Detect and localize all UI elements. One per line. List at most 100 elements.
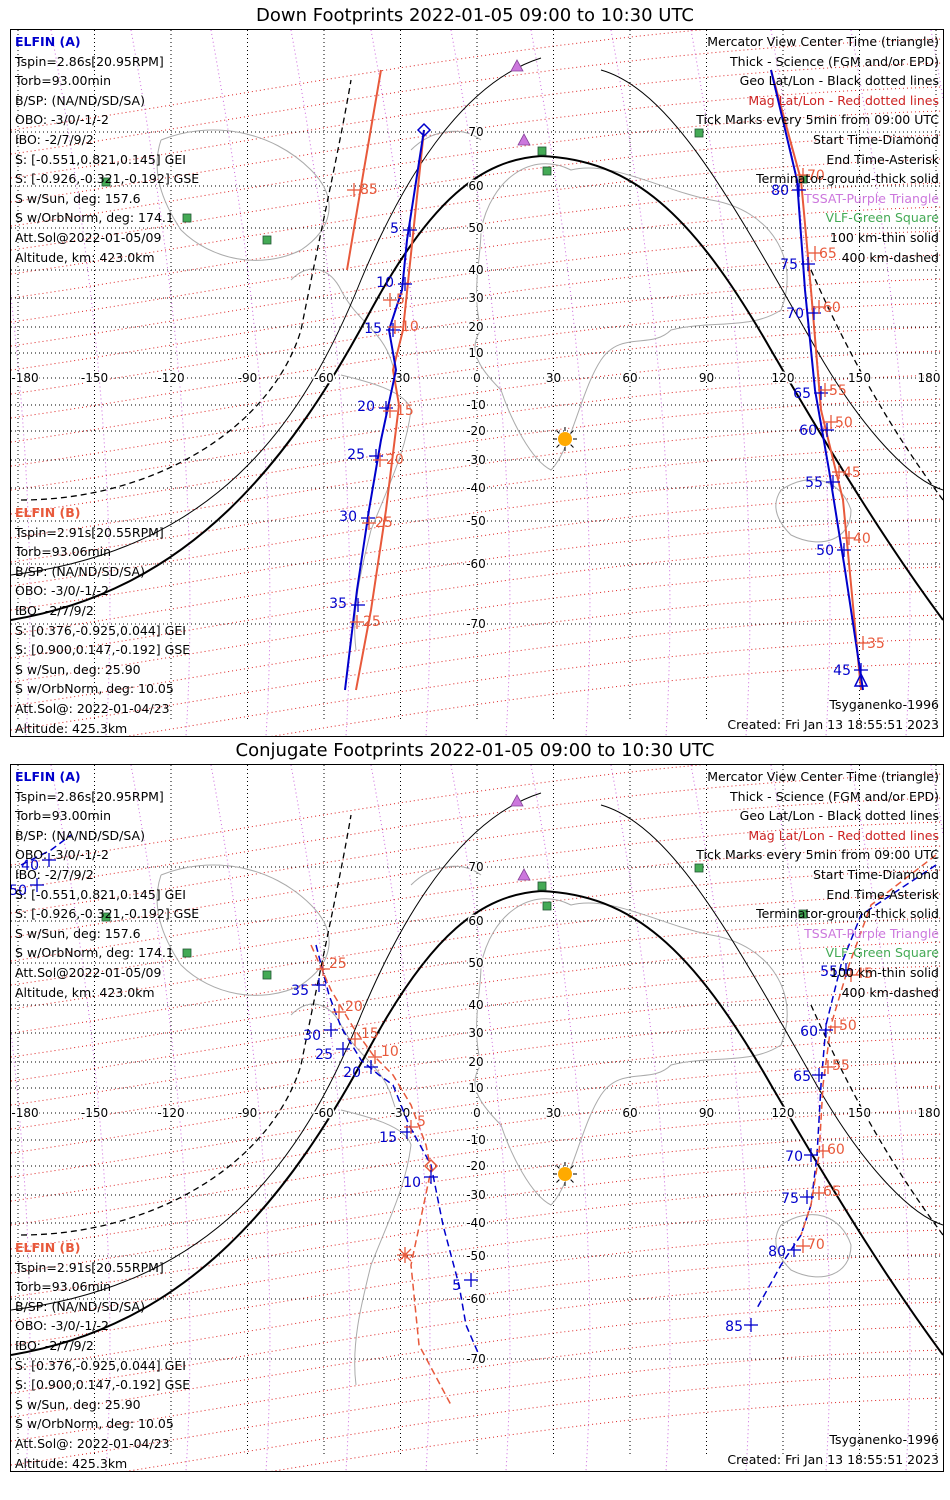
mag-meridian-line xyxy=(11,1027,31,1471)
elfin-b-tick-label: 85 xyxy=(360,182,378,198)
legend-entry: Mercator View Center Time (triangle) xyxy=(707,769,939,784)
coastline xyxy=(156,129,330,261)
legend-entry: Thick - Science (FGM and/or EPD) xyxy=(730,788,939,804)
lon-label: -120 xyxy=(157,371,184,385)
elfin-b-tick-label: 20 xyxy=(386,452,404,468)
vlf-station-square xyxy=(542,166,552,176)
model-label-conjugate: Tsyganenko-1996 xyxy=(829,1432,939,1447)
altitude-400km-line xyxy=(20,79,352,501)
info-line: S w/OrbNorm, deg: 10.05 xyxy=(15,1416,174,1432)
legend-entry: TSSAT-Purple Triangle xyxy=(804,925,939,941)
info-line: Tspin=2.91s[20.55RPM] xyxy=(15,1259,164,1275)
info-line: Att.Sol@2022-01-05/09 xyxy=(15,229,162,245)
info-line: S: [-0.551,0.821,0.145] GEI xyxy=(15,151,186,167)
elfin-a-tick-label: 80 xyxy=(771,183,789,199)
lat-label: -30 xyxy=(466,1188,486,1202)
info-line: IBO: -2/7/9/2 xyxy=(15,866,94,882)
elfin-b-tick-label: 40 xyxy=(853,531,871,547)
info-line: Altitude: 425.3km xyxy=(15,1455,128,1471)
elfin-a-info-conjugate: ELFIN (A) Tspin=2.86s[20.95RPM] Torb=93.00… xyxy=(15,767,199,1002)
lon-label: 180 xyxy=(918,1106,941,1120)
info-line: Tspin=2.86s[20.95RPM] xyxy=(15,788,164,804)
lon-label: -90 xyxy=(238,371,258,385)
info-line: OBO: -3/0/-1/-2 xyxy=(15,112,109,128)
elfin-b-tick-label: 25 xyxy=(329,956,347,972)
coastline xyxy=(340,1109,412,1386)
vlf-station-square xyxy=(537,881,547,891)
mag-meridian-line xyxy=(530,765,591,1471)
elfin-b-track xyxy=(355,129,425,691)
legend-entry: Mercator View Center Time (triangle) xyxy=(707,34,939,49)
sun-ray xyxy=(556,1165,560,1169)
mag-meridian-line xyxy=(690,765,751,1471)
coastline xyxy=(775,479,852,543)
mag-meridian-line xyxy=(530,30,591,736)
lon-label: -150 xyxy=(81,371,108,385)
elfin-b-tick-label: 70 xyxy=(807,1237,825,1253)
vlf-station-square xyxy=(262,970,272,980)
elfin-b-tick-label: 15 xyxy=(396,403,414,419)
end-triangle xyxy=(853,672,869,687)
coastline xyxy=(474,163,788,471)
coastline xyxy=(775,1214,852,1278)
info-line: S: [0.900,0.147,-0.192] GSE xyxy=(15,642,191,658)
info-line: IBO: -2/7/9/2 xyxy=(15,602,94,618)
lon-label: 0 xyxy=(473,371,481,385)
elfin-a-tick-label: 60 xyxy=(799,423,817,439)
elfin-b-track-east xyxy=(770,69,862,691)
info-line: S w/Sun, deg: 157.6 xyxy=(15,925,141,941)
lat-label: -70 xyxy=(466,617,486,631)
panel-title-down: Down Footprints 2022-01-05 09:00 to 10:3… xyxy=(256,5,694,26)
elfin-b-tick-label: 55 xyxy=(832,1058,850,1074)
sun-ray xyxy=(556,444,560,448)
legend-entry: End Time-Asterisk xyxy=(826,886,939,902)
lat-label: -50 xyxy=(466,514,486,528)
elfin-a-tick-label: 5 xyxy=(452,1278,461,1294)
info-line: S: [0.376,-0.925,0.044] GEI xyxy=(15,1357,186,1373)
legend-entry: End Time-Asterisk xyxy=(826,151,939,167)
lat-label: -50 xyxy=(466,1249,486,1263)
elfin-b-tick-label: 25 xyxy=(375,515,393,531)
mag-meridian-line xyxy=(770,30,831,736)
mag-meridian-line xyxy=(50,30,111,736)
elfin-a-tick-label: 55 xyxy=(805,475,823,491)
altitude-100km-line xyxy=(600,69,943,491)
vlf-station-square xyxy=(262,235,272,245)
elfin-a-tick-label: 15 xyxy=(379,1130,397,1146)
mag-meridian-line xyxy=(290,765,351,1471)
sun-disc xyxy=(558,432,572,446)
elfin-b-tick-label: 5 xyxy=(417,1114,426,1130)
elfin-a-track-conjugate xyxy=(315,944,480,1356)
lat-label: 50 xyxy=(468,221,483,235)
elfin-a-track-conjugate-wrap xyxy=(20,834,72,866)
elfin-b-tick-label: 60 xyxy=(823,300,841,316)
vlf-station-square xyxy=(101,177,111,187)
sun-ray xyxy=(570,430,574,434)
lon-label: 90 xyxy=(699,1106,714,1120)
lat-label: -40 xyxy=(466,1216,486,1230)
lon-label: 180 xyxy=(918,371,941,385)
lon-label: 120 xyxy=(772,371,795,385)
lat-label: 50 xyxy=(468,956,483,970)
legend-entry: Geo Lat/Lon - Black dotted lines xyxy=(739,808,939,824)
elfin-a-tick-label: 20 xyxy=(343,1065,361,1081)
legend-entry: Terminator-ground-thick solid xyxy=(756,906,939,922)
vlf-station-square xyxy=(537,146,547,156)
legend-entry: Geo Lat/Lon - Black dotted lines xyxy=(739,73,939,89)
legend-entry: Start Time-Diamond xyxy=(812,866,939,882)
mag-meridian-line xyxy=(850,765,911,1471)
mag-meridian-line xyxy=(130,765,191,1471)
coastline xyxy=(290,1003,397,1111)
elfin-b-tick-label: 20 xyxy=(345,999,363,1015)
mag-meridian-line xyxy=(210,30,271,736)
elfin-a-tick-label: 55 xyxy=(820,964,838,980)
lat-label: -10 xyxy=(466,1133,486,1147)
mag-meridian-line xyxy=(370,765,431,1471)
elfin-a-track-east xyxy=(770,69,864,691)
spacecraft-name: ELFIN (A) xyxy=(15,769,81,784)
info-line: Torb=93.00min xyxy=(15,808,112,824)
coastline xyxy=(410,865,482,886)
info-line: S: [-0.926,-0.321,-0.192] GSE xyxy=(15,906,200,922)
created-label-down: Created: Fri Jan 13 18:55:51 2023 xyxy=(727,717,939,732)
lon-label: 150 xyxy=(848,371,871,385)
